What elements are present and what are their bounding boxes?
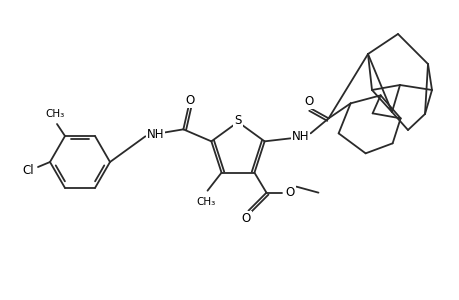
Text: CH₃: CH₃ [196,197,215,207]
Text: NH: NH [146,128,164,141]
Text: S: S [234,115,241,128]
Text: NH: NH [291,130,309,143]
Text: O: O [241,212,251,225]
Text: O: O [185,94,195,107]
Text: O: O [285,186,294,199]
Text: CH₃: CH₃ [45,109,64,119]
Text: O: O [303,95,313,108]
Text: Cl: Cl [22,164,34,176]
